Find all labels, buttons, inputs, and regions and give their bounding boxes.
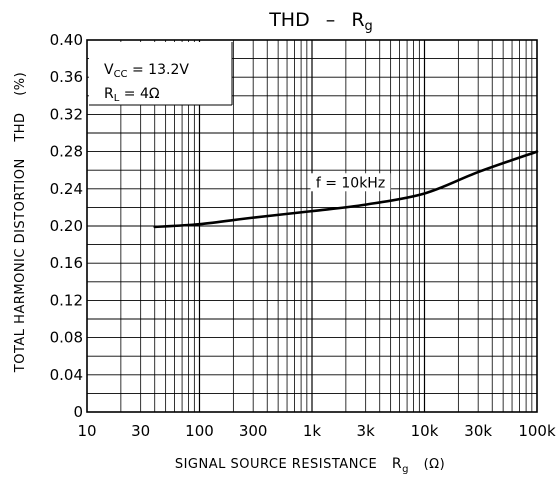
y-tick-label: 0.04 — [50, 366, 83, 384]
condition-rl-value: = 4Ω — [119, 86, 160, 102]
x-axis-label-unit: (Ω) — [424, 457, 446, 472]
conditions-box-frame — [89, 42, 232, 105]
chart-title: THD – Rg — [268, 9, 373, 34]
condition-vcc: VCC = 13.2V — [104, 62, 189, 80]
y-tick-label: 0.32 — [50, 105, 83, 123]
y-axis-label: TOTAL HARMONIC DISTORTION THD (%) — [13, 72, 28, 373]
title-symbol: R — [351, 9, 364, 31]
x-tick-label: 30k — [464, 422, 492, 440]
y-axis-label-unit: (%) — [13, 72, 28, 96]
series-label-f-10khz: f = 10kHz — [316, 175, 385, 191]
x-tick-label: 3k — [357, 422, 376, 440]
y-tick-label: 0.08 — [50, 329, 83, 347]
x-axis-label-symbol: R — [392, 456, 402, 472]
x-tick-label: 10k — [411, 422, 439, 440]
y-axis-label-symbol: THD — [13, 112, 28, 142]
y-axis-label-text: TOTAL HARMONIC DISTORTION — [13, 158, 28, 373]
condition-rl: RL = 4Ω — [104, 86, 160, 104]
y-tick-label: 0.40 — [50, 31, 83, 49]
title-main: THD — [268, 9, 310, 31]
x-axis-label-text: SIGNAL SOURCE RESISTANCE — [175, 457, 377, 472]
x-axis-label: SIGNAL SOURCE RESISTANCE Rg (Ω) — [175, 456, 445, 476]
condition-vcc-value: = 13.2V — [128, 62, 190, 78]
y-tick-label: 0.36 — [50, 68, 83, 86]
x-tick-label: 1k — [303, 422, 322, 440]
x-tick-label: 30 — [131, 422, 150, 440]
y-tick-label: 0.12 — [50, 291, 83, 309]
series-label-background — [310, 173, 391, 192]
condition-vcc-symbol: V — [104, 62, 114, 78]
x-tick-label: 10 — [77, 422, 96, 440]
series-line-f-10khz — [153, 150, 539, 229]
condition-vcc-sub: CC — [114, 69, 128, 80]
y-tick-label: 0.28 — [50, 143, 83, 161]
condition-rl-symbol: R — [104, 86, 114, 102]
condition-rl-sub: L — [114, 93, 120, 104]
x-tick-label: 300 — [239, 422, 268, 440]
y-tick-label: 0.20 — [50, 217, 83, 235]
y-tick-label: 0.24 — [50, 180, 83, 198]
x-tick-labels: 10 30 100 300 1k 3k 10k 30k 100k — [77, 422, 556, 440]
plot-border — [86, 39, 538, 413]
y-tick-label: 0.16 — [50, 254, 83, 272]
title-dash: – — [326, 9, 336, 31]
plot-frame — [86, 39, 538, 413]
title-symbol-sub: g — [365, 19, 373, 34]
x-tick-label: 100 — [185, 422, 214, 440]
x-axis-label-symbol-sub: g — [402, 464, 409, 475]
y-tick-labels: 0 0.04 0.08 0.12 0.16 0.20 0.24 0.28 0.32 0.36 0.4… — [50, 31, 83, 421]
conditions-box: VCC = 13.2V RL = 4Ω — [89, 42, 233, 106]
y-tick-label: 0 — [73, 403, 83, 421]
x-tick-label: 100k — [518, 422, 556, 440]
